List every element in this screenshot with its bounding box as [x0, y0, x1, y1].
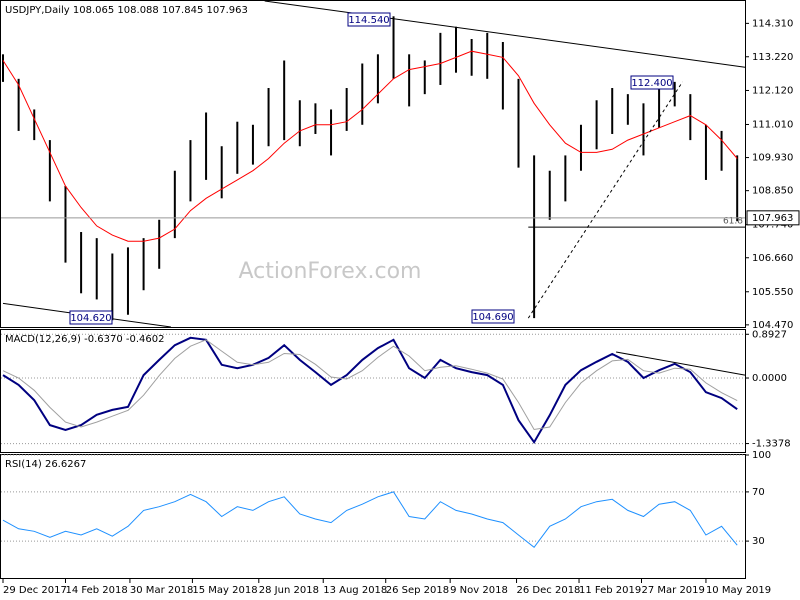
- annotation: 112.400: [631, 78, 672, 89]
- series-line: [2, 339, 738, 431]
- annotation-box: [630, 75, 674, 90]
- y-tick-label: 30: [752, 536, 765, 547]
- panel-title: USDJPY,Daily 108.065 108.088 107.845 107…: [5, 5, 248, 16]
- series-line: [2, 491, 738, 549]
- x-tick-label: 27 Mar 2019: [642, 585, 705, 596]
- annotation: 104.690: [472, 312, 513, 323]
- x-tick-label: 28 Jun 2018: [259, 585, 319, 596]
- y-tick-label: 112.120: [752, 85, 793, 96]
- x-tick-label: 26 Dec 2018: [517, 585, 581, 596]
- x-tick-label: 10 May 2019: [706, 585, 771, 596]
- x-tick-label: 9 Nov 2018: [450, 585, 508, 596]
- last-price-label: 107.963: [752, 213, 793, 224]
- y-tick-label: 70: [752, 487, 765, 498]
- y-tick-label: 100: [752, 450, 771, 461]
- last-price-box: [746, 210, 800, 226]
- y-tick-label: 114.310: [752, 18, 793, 29]
- macd-panel: [0, 329, 746, 453]
- panel-title: RSI(14) 26.6267: [5, 459, 86, 470]
- series-line: [2, 336, 738, 445]
- price-panel: [0, 0, 746, 328]
- y-tick-label: -1.3378: [752, 439, 791, 450]
- trendline: [264, 0, 746, 68]
- trendline: [527, 81, 683, 319]
- x-tick-label: 26 Sep 2018: [386, 585, 449, 596]
- trendline: [616, 351, 746, 376]
- y-tick-label: 105.550: [752, 287, 793, 298]
- y-tick-label: 113.220: [752, 52, 793, 63]
- y-tick-label: 108.850: [752, 186, 793, 197]
- panel-title: MACD(12,26,9) -0.6370 -0.4602: [5, 334, 165, 345]
- x-tick-label: 15 May 2018: [192, 585, 257, 596]
- y-tick-label: 0.0000: [752, 373, 787, 384]
- y-tick-label: 106.660: [752, 253, 793, 264]
- watermark: ActionForex.com: [239, 259, 422, 284]
- x-tick-label: 30 Mar 2018: [130, 585, 193, 596]
- annotation-box: [471, 309, 515, 324]
- annotation: 114.540: [348, 15, 389, 26]
- annotation-box: [69, 310, 113, 325]
- x-tick-label: 11 Feb 2019: [579, 585, 641, 596]
- y-tick-label: 111.010: [752, 119, 793, 130]
- y-tick-label: 109.930: [752, 153, 793, 164]
- annotation: 104.620: [70, 313, 111, 324]
- annotation-box: [347, 12, 391, 27]
- x-tick-label: 14 Feb 2018: [65, 585, 127, 596]
- trendline-label: 61.8: [723, 217, 743, 227]
- x-tick-label: 29 Dec 2017: [3, 585, 67, 596]
- y-tick-label: 104.470: [752, 320, 793, 331]
- series-line: [2, 50, 738, 242]
- rsi-panel: [0, 454, 746, 579]
- y-tick-label: 0.8927: [752, 329, 787, 340]
- x-tick-label: 13 Aug 2018: [323, 585, 387, 596]
